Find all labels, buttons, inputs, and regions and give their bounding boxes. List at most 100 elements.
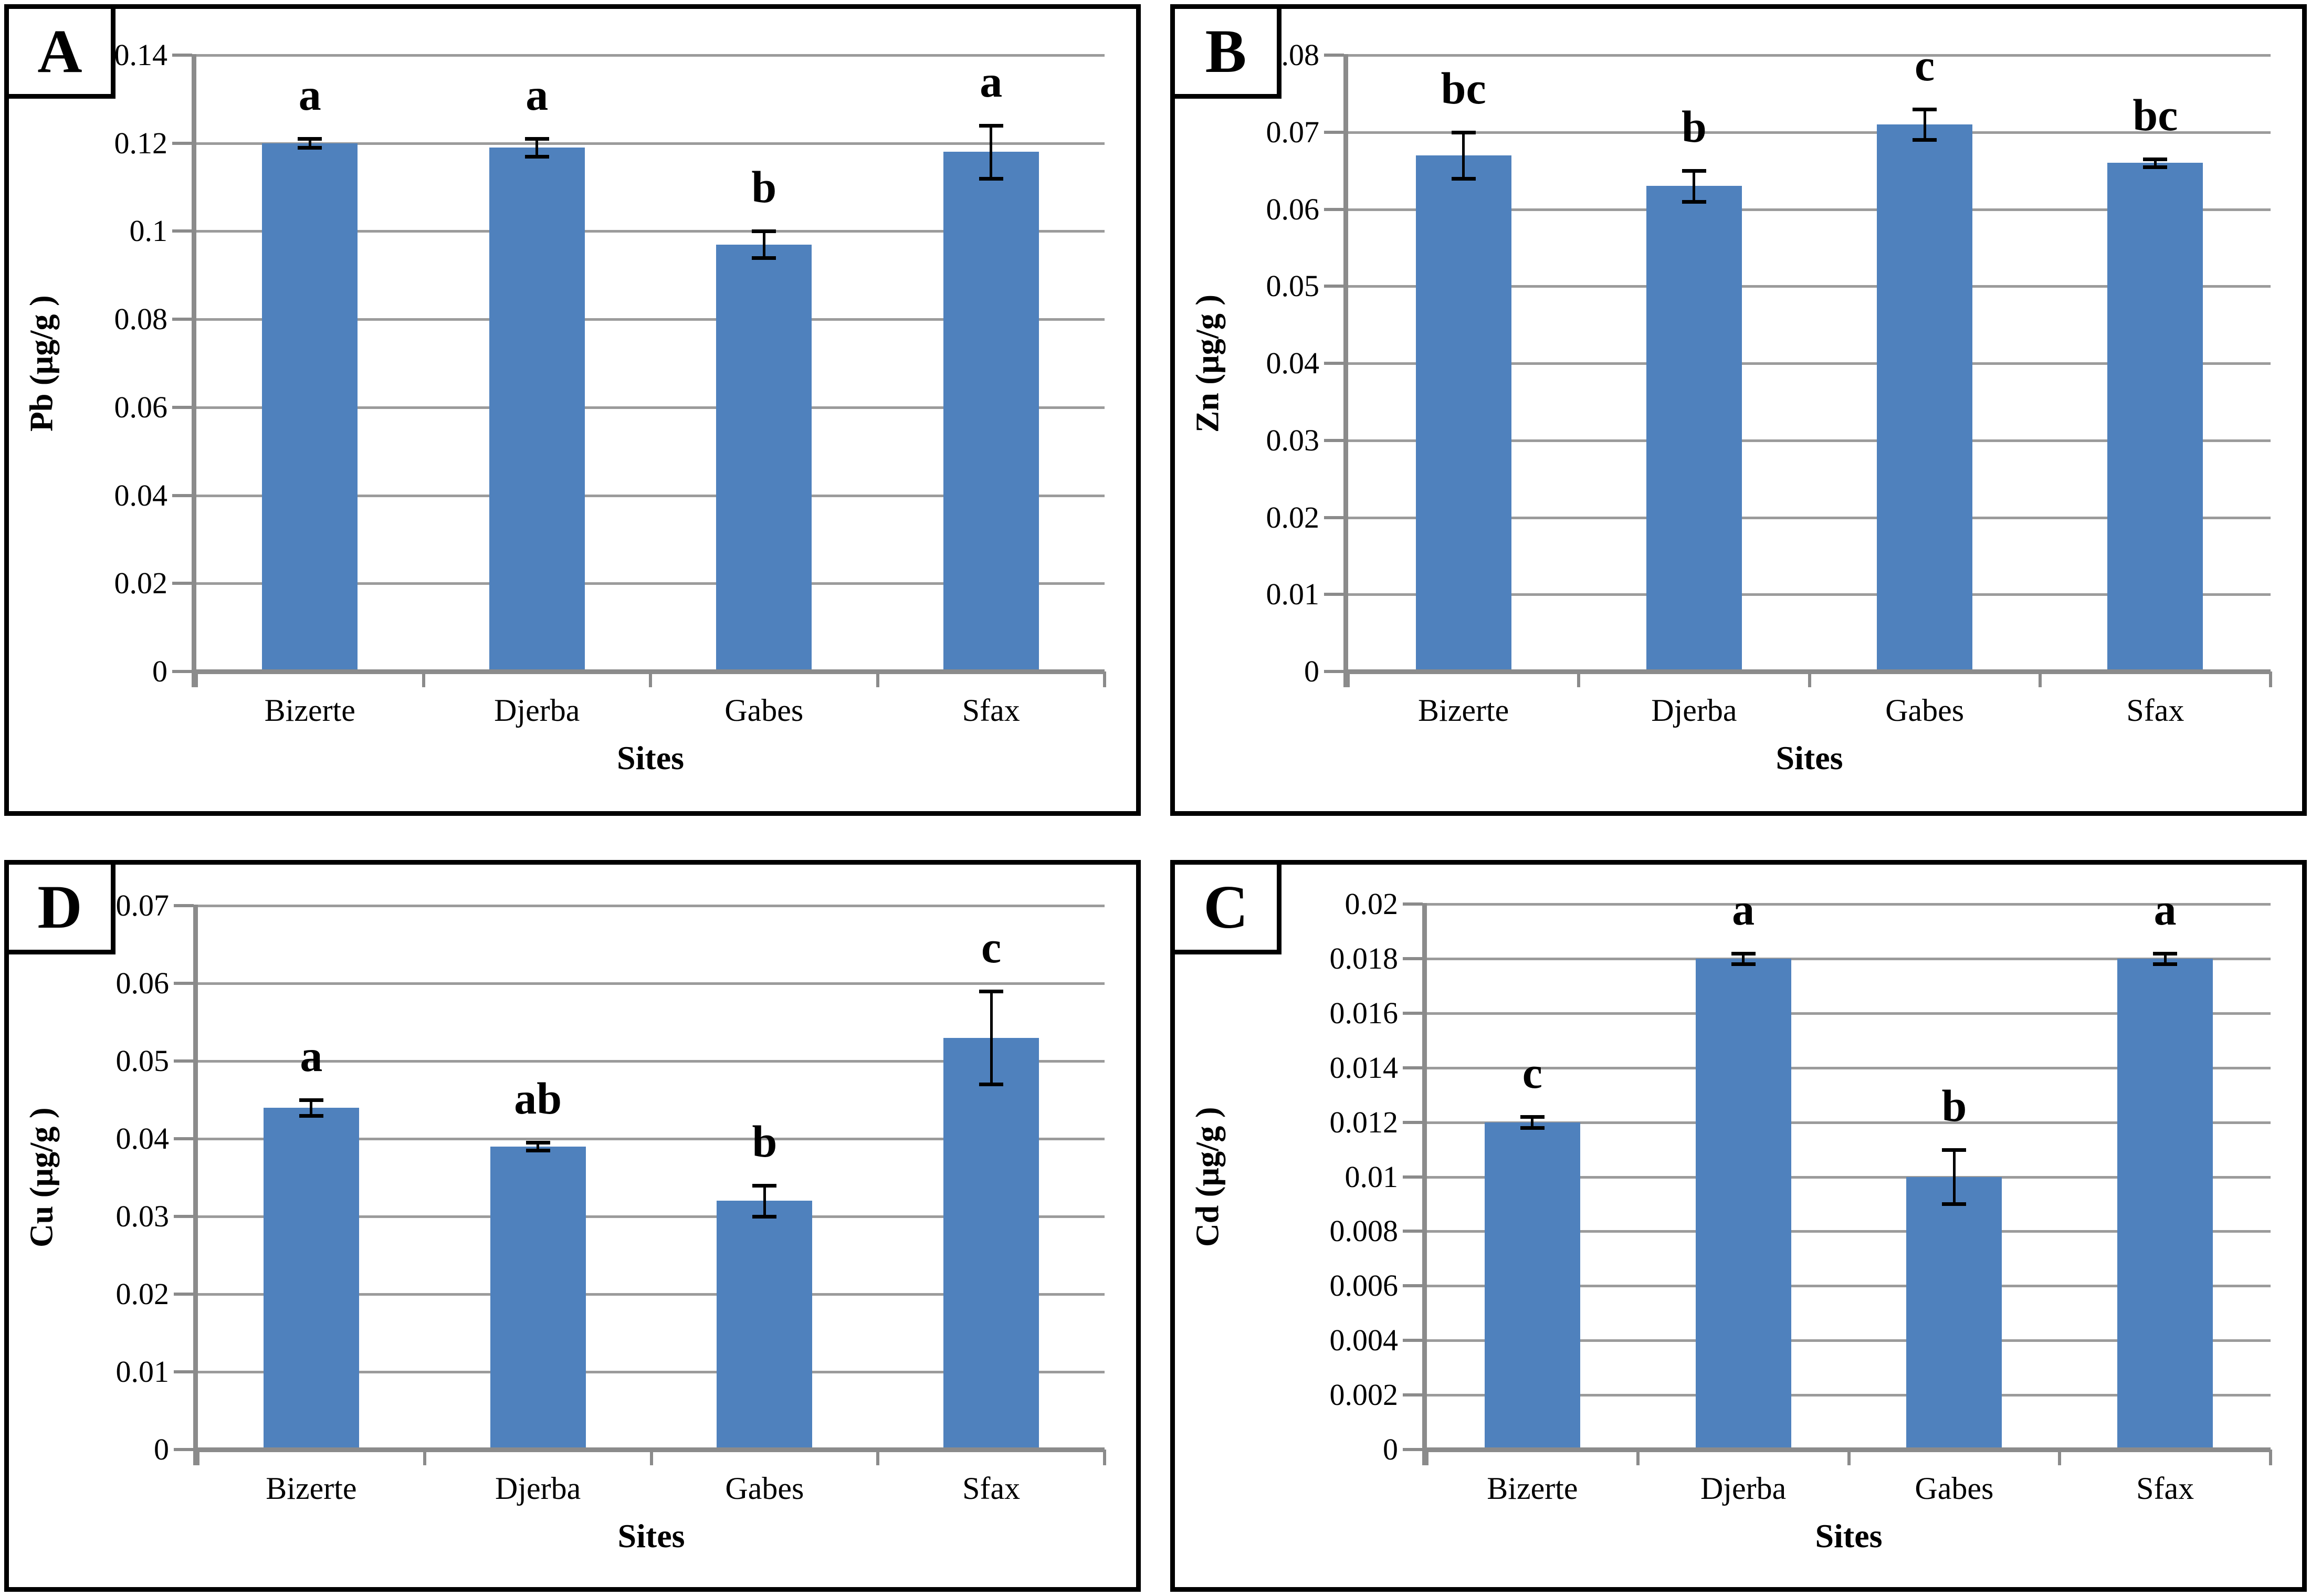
y-tick-label: 0 xyxy=(1383,1432,1398,1466)
y-tick-mark xyxy=(1403,1284,1423,1288)
error-bar-cap-top xyxy=(2153,951,2178,956)
error-bar-cap-bottom xyxy=(2143,165,2168,169)
error-bar-cap-top xyxy=(1520,1115,1545,1119)
error-bar xyxy=(990,991,993,1085)
x-category-label: Sfax xyxy=(2126,693,2184,728)
gridline xyxy=(198,905,1105,907)
x-category-label: Bizerte xyxy=(266,1471,357,1506)
significance-letter: c xyxy=(1522,1047,1542,1098)
gridline xyxy=(1427,1394,2271,1397)
y-tick-label: 0.04 xyxy=(1266,346,1320,380)
panel-letter-box: C xyxy=(1170,860,1281,954)
significance-letter: bc xyxy=(1441,62,1486,113)
x-tick-mark xyxy=(423,1450,426,1465)
bar-gabes xyxy=(1906,1177,2002,1450)
y-tick-label: 0.06 xyxy=(1266,192,1320,226)
panel-letter: A xyxy=(37,17,82,86)
y-tick-mark xyxy=(1403,957,1423,960)
y-tick-label: 0.03 xyxy=(1266,423,1320,457)
y-tick-mark xyxy=(1324,670,1344,673)
x-axis-line xyxy=(1343,669,2271,674)
error-bar-cap-bottom xyxy=(1942,1202,1967,1206)
x-tick-mark xyxy=(1808,671,1811,687)
error-bar-cap-bottom xyxy=(524,154,549,159)
x-category-label: Gabes xyxy=(1915,1471,1994,1506)
y-tick-label: 0.016 xyxy=(1329,995,1399,1030)
bar-bizerte xyxy=(1415,155,1511,671)
panel-b: 0.08 0.07 0.06 0.05 0.04 0.03 0.02 0.01 0 bc Bizer… xyxy=(1170,4,2307,816)
bar-sfax xyxy=(2117,958,2213,1450)
y-tick-mark xyxy=(174,1448,194,1451)
y-axis-line xyxy=(1343,54,1348,687)
error-bar xyxy=(310,1100,313,1116)
error-bar-cap-bottom xyxy=(298,146,322,150)
error-bar-cap-top xyxy=(299,1098,323,1102)
y-tick-mark xyxy=(172,141,192,145)
bar-sfax xyxy=(943,1037,1039,1450)
gridline xyxy=(196,406,1105,409)
x-tick-mark xyxy=(2038,671,2042,687)
x-category-label: Gabes xyxy=(724,693,804,728)
gridline xyxy=(1427,1066,2271,1069)
error-bar-cap-bottom xyxy=(1451,176,1476,181)
y-tick-mark xyxy=(1324,516,1344,519)
y-tick-mark xyxy=(1403,1066,1423,1069)
x-tick-mark xyxy=(195,671,198,687)
y-tick-label: 0.01 xyxy=(115,1354,170,1389)
error-bar-cap-top xyxy=(2143,158,2168,162)
x-category-label: Sfax xyxy=(962,1471,1021,1506)
y-tick-mark xyxy=(1403,1120,1423,1124)
y-tick-mark xyxy=(1403,1230,1423,1233)
error-bar-cap-top xyxy=(526,1141,550,1145)
error-bar xyxy=(763,1185,766,1216)
y-tick-mark xyxy=(1403,1448,1423,1451)
x-axis-title: Sites xyxy=(617,739,684,776)
gridline xyxy=(1348,131,2271,134)
error-bar-cap-bottom xyxy=(979,176,1003,181)
x-tick-mark xyxy=(649,671,652,687)
y-tick-label: 0.07 xyxy=(115,888,170,922)
y-tick-label: 0.14 xyxy=(114,38,168,72)
y-tick-mark xyxy=(174,1370,194,1373)
gridline xyxy=(198,982,1105,985)
x-category-label: Djerba xyxy=(1700,1471,1787,1506)
y-tick-label: 0.002 xyxy=(1329,1378,1399,1412)
x-category-label: Gabes xyxy=(725,1471,804,1506)
x-tick-mark xyxy=(1577,671,1581,687)
panel-letter-box: D xyxy=(4,860,115,954)
error-bar-cap-bottom xyxy=(299,1114,323,1118)
gridline xyxy=(1427,1285,2271,1288)
y-tick-mark xyxy=(1324,285,1344,288)
x-tick-mark xyxy=(2269,1450,2272,1465)
y-tick-label: 0.12 xyxy=(114,125,168,160)
error-bar-cap-bottom xyxy=(2153,962,2178,967)
error-bar-cap-top xyxy=(979,989,1004,993)
x-tick-mark xyxy=(1425,1450,1428,1465)
y-tick-label: 0.014 xyxy=(1329,1050,1399,1085)
y-tick-label: 0.02 xyxy=(115,1277,170,1311)
x-axis-line xyxy=(193,1447,1105,1452)
error-bar xyxy=(1462,132,1465,178)
panel-letter: B xyxy=(1205,17,1247,86)
x-category-label: Bizerte xyxy=(264,693,355,728)
y-tick-mark xyxy=(172,670,192,673)
x-category-label: Bizerte xyxy=(1418,693,1509,728)
y-axis-title: Zn (µg/g ) xyxy=(1190,294,1226,433)
y-tick-label: 0 xyxy=(152,654,167,688)
significance-letter: ab xyxy=(514,1073,562,1124)
error-bar xyxy=(1952,1149,1956,1204)
y-axis-title: Cd (µg/g ) xyxy=(1190,1107,1226,1247)
y-tick-mark xyxy=(172,405,192,409)
bar-djerba xyxy=(490,1146,586,1450)
y-tick-label: 0.07 xyxy=(1266,114,1320,149)
x-axis-line xyxy=(192,669,1105,674)
x-category-label: Sfax xyxy=(962,693,1020,728)
y-tick-label: 0.004 xyxy=(1329,1323,1399,1358)
y-tick-mark xyxy=(1403,902,1423,906)
significance-letter: b xyxy=(1681,101,1707,152)
error-bar xyxy=(1693,171,1696,202)
y-tick-label: 0.06 xyxy=(115,966,170,1000)
y-tick-label: 0.008 xyxy=(1329,1214,1399,1248)
y-tick-label: 0 xyxy=(154,1432,169,1466)
